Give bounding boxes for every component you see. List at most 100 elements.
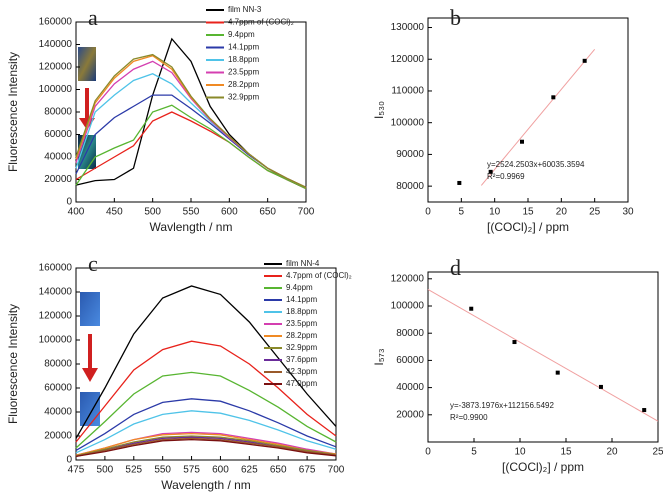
- y-tick-label: 120000: [39, 62, 73, 73]
- data-point: [551, 95, 556, 100]
- legend-label: 18.8ppm: [228, 55, 259, 64]
- legend-label: 23.5ppm: [228, 68, 259, 77]
- y-tick-label: 20000: [396, 409, 424, 420]
- legend-label: 4.7ppm of (COCl)₂: [286, 271, 352, 280]
- fit-annotation: y=2524.2503x+60035.3594: [487, 160, 585, 169]
- y-tick-label: 120000: [39, 311, 73, 322]
- spectrum-line: [75, 53, 307, 188]
- legend-label: 47.0ppm: [286, 379, 317, 388]
- spectrum-line: [75, 437, 337, 458]
- legend-label: 37.6ppm: [286, 355, 317, 364]
- x-tick-label: 600: [221, 207, 238, 218]
- legend-label: film NN-4: [286, 259, 320, 268]
- spectrum-line: [75, 37, 307, 190]
- spectrum-line: [75, 431, 337, 456]
- panel-letter: a: [88, 5, 98, 30]
- y-tick-label: 130000: [391, 22, 425, 33]
- x-tick-label: 20: [606, 447, 618, 458]
- x-tick-label: 30: [622, 207, 634, 218]
- y-tick-label: 100000: [391, 301, 425, 312]
- legend-label: 14.1ppm: [286, 295, 317, 304]
- spectrum-line: [75, 438, 337, 458]
- y-tick-label: 90000: [396, 149, 424, 160]
- plot-frame: [427, 271, 659, 443]
- x-tick-label: 500: [144, 207, 161, 218]
- y-tick-label: 140000: [39, 287, 73, 298]
- x-tick-label: 10: [489, 207, 501, 218]
- x-tick-label: 475: [68, 465, 85, 476]
- x-tick-label: 0: [425, 447, 431, 458]
- x-tick-label: 650: [270, 465, 287, 476]
- data-point: [642, 408, 647, 413]
- y-tick-label: 40000: [44, 407, 72, 418]
- spectrum-line: [75, 340, 337, 443]
- y-tick-label: 110000: [391, 86, 424, 97]
- y-tick-label: 120000: [391, 54, 425, 65]
- spectrum-line: [75, 94, 307, 188]
- fit-line: [427, 289, 659, 422]
- x-tick-label: 700: [298, 207, 315, 218]
- y-axis-label: Fluorescence Intensity: [6, 52, 20, 172]
- x-tick-label: 0: [425, 207, 431, 218]
- y-tick-label: 80000: [44, 359, 72, 370]
- legend-label: 9.4ppm: [286, 283, 313, 292]
- data-point: [582, 58, 587, 63]
- panel-letter: d: [450, 255, 461, 280]
- legend-label: 23.5ppm: [286, 319, 317, 328]
- legend-label: 28.2ppm: [286, 331, 317, 340]
- data-point: [457, 180, 462, 185]
- x-tick-label: 575: [183, 465, 200, 476]
- y-tick-label: 20000: [44, 174, 72, 185]
- y-tick-label: 20000: [44, 431, 72, 442]
- y-tick-label: 160000: [39, 17, 73, 28]
- spectrum-line: [75, 410, 337, 454]
- x-tick-label: 20: [556, 207, 568, 218]
- legend-label: 32.9ppm: [228, 93, 259, 102]
- x-tick-label: 400: [68, 207, 85, 218]
- x-tick-label: 500: [97, 465, 114, 476]
- legend-label: 42.3ppm: [286, 367, 317, 376]
- x-tick-label: 5: [471, 447, 477, 458]
- x-tick-label: 10: [514, 447, 526, 458]
- plot-frame: [427, 17, 629, 203]
- y-tick-label: 40000: [396, 382, 424, 393]
- spectrum-line: [75, 371, 337, 449]
- x-tick-label: 700: [328, 465, 345, 476]
- data-point: [520, 139, 524, 144]
- x-tick-label: 600: [212, 465, 229, 476]
- spectrum-line: [75, 285, 337, 439]
- y-tick-label: 80000: [396, 328, 424, 339]
- spectrum-line: [75, 104, 307, 190]
- data-point: [488, 169, 493, 174]
- fit-annotation: R²=0.9900: [450, 413, 488, 422]
- data-point: [469, 306, 474, 311]
- fit-line: [480, 48, 596, 186]
- x-tick-label: 525: [125, 465, 142, 476]
- x-tick-label: 25: [589, 207, 601, 218]
- panel-letter: c: [88, 251, 98, 276]
- panel-letter: b: [450, 5, 461, 30]
- data-point: [512, 340, 517, 345]
- y-axis-label: Fluorescence Intensity: [6, 304, 20, 424]
- fit-annotation: y=-3873.1976x+112156.5492: [450, 401, 554, 410]
- legend-label: 9.4ppm: [228, 30, 255, 39]
- spectrum-line: [75, 398, 337, 451]
- y-tick-label: 140000: [39, 39, 73, 50]
- x-axis-label: Wavlength / nm: [150, 220, 233, 234]
- x-tick-label: 550: [183, 207, 200, 218]
- y-tick-label: 60000: [396, 355, 424, 366]
- legend-label: 18.8ppm: [286, 307, 317, 316]
- y-tick-label: 0: [66, 197, 72, 208]
- x-tick-label: 15: [560, 447, 572, 458]
- x-axis-label: [(COCl)₂] / ppm: [502, 460, 584, 474]
- x-tick-label: 25: [652, 447, 663, 458]
- plot-frame: [75, 21, 307, 203]
- x-tick-label: 650: [259, 207, 276, 218]
- legend-label: film NN-3: [228, 5, 262, 14]
- fit-annotation: R²=0.9969: [487, 172, 525, 181]
- legend-label: 14.1ppm: [228, 43, 259, 52]
- x-tick-label: 450: [106, 207, 123, 218]
- data-point: [598, 384, 603, 389]
- data-point: [555, 370, 560, 375]
